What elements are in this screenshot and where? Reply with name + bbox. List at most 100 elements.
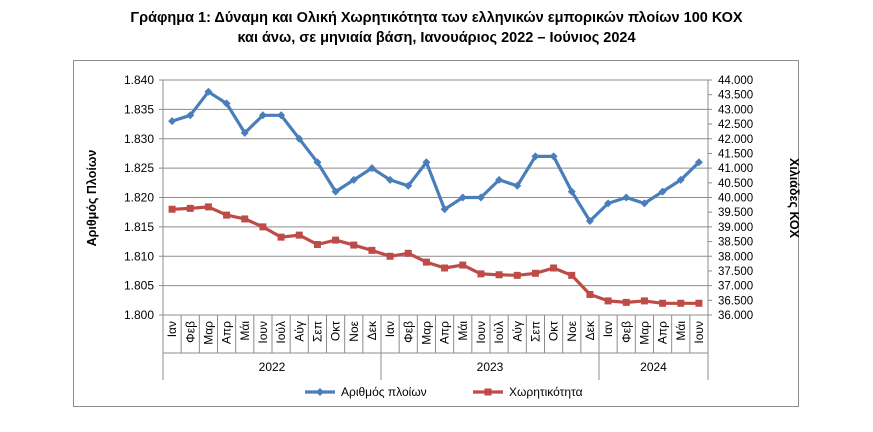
data-point-marker [676, 175, 685, 184]
y-tick-label-left: 1.805 [124, 279, 154, 293]
data-point-marker [386, 175, 395, 184]
data-point-marker [332, 236, 340, 244]
y-tick-label-right: 38.500 [718, 237, 753, 249]
y-tick-label-left: 1.840 [124, 73, 154, 87]
x-tick-label: Αύγ [510, 321, 524, 342]
y-tick-label-right: 40.000 [718, 193, 753, 205]
data-point-marker [585, 217, 594, 225]
series-layer [168, 87, 703, 307]
chart-title-line-1: Γράφημα 1: Δύναμη και Ολική Χωρητικότητα… [130, 10, 743, 26]
legend: Αριθμός πλοίων Χωρητικότητα [305, 385, 583, 399]
data-point-marker [204, 87, 213, 96]
x-tick-label: Μάι [238, 321, 252, 341]
x-tick-label: Ιαν [383, 321, 397, 337]
x-tick-label: Απρ [220, 321, 234, 344]
y-tick-label-left: 1.815 [124, 220, 154, 234]
data-point-marker [640, 297, 648, 305]
axis-layer: 1.800 1.805 1.810 1.815 1.820 1.825 1.830 1.835… [85, 73, 801, 380]
data-point-marker [694, 158, 703, 167]
data-point-marker [223, 211, 231, 219]
data-point-marker [349, 175, 358, 184]
data-point-marker [241, 215, 249, 223]
y-tick-label-left: 1.800 [124, 308, 154, 322]
y-tick-label-right: 42.000 [718, 134, 753, 146]
data-point-marker [422, 158, 431, 167]
data-point-marker [477, 270, 485, 278]
x-year-label: 2024 [640, 360, 667, 374]
y-tick-label-right: 39.500 [718, 207, 753, 219]
data-point-marker [513, 181, 522, 190]
data-point-marker [368, 246, 376, 254]
series-line [172, 205, 699, 305]
data-point-marker [258, 111, 267, 120]
data-point-marker [550, 264, 558, 272]
series-line [171, 90, 701, 223]
legend-label: Χωρητικότητα [509, 385, 583, 399]
x-tick-label: Αύγ [292, 321, 306, 342]
chart-frame [73, 60, 799, 407]
data-point-marker [476, 193, 485, 202]
data-point-marker [295, 231, 303, 239]
x-tick-label: Νοε [347, 320, 361, 341]
data-point-marker [658, 187, 667, 196]
x-tick-label: Ιουν [692, 321, 706, 344]
x-tick-label: Σεπ [310, 321, 324, 342]
x-tick-label: Ιαν [165, 321, 179, 337]
data-point-marker [350, 241, 358, 249]
x-tick-label: Φεβ [619, 321, 633, 343]
data-point-marker [168, 205, 176, 213]
x-year-label: 2022 [259, 360, 286, 374]
x-tick-label: Οκτ [329, 321, 343, 341]
chart-title-line-2: και άνω, σε μηνιαία βάση, Ιανουάριος 202… [237, 30, 636, 46]
data-point-marker [677, 299, 685, 307]
y-tick-label-right: 41.000 [718, 163, 753, 175]
y-tick-label-right: 40.500 [718, 178, 753, 190]
y-axis-title-left: Αριθμός Πλοίων [85, 150, 99, 247]
data-point-marker [277, 233, 285, 241]
legend-label: Αριθμός πλοίων [341, 385, 427, 399]
x-tick-label: Απρ [438, 321, 452, 344]
data-point-marker [640, 199, 649, 208]
data-point-marker [459, 261, 467, 269]
y-tick-label-right: 38.000 [718, 251, 753, 263]
y-tick-label-left: 1.835 [124, 102, 154, 116]
y-tick-label-left: 1.820 [124, 191, 154, 205]
y-axis-title-right: Χιλιάδες ΚΟΧ [787, 158, 801, 239]
y-tick-label-right: 39.000 [718, 222, 753, 234]
chart-title: Γράφημα 1: Δύναμη και Ολική Χωρητικότητα… [0, 8, 873, 48]
data-point-marker [441, 264, 449, 272]
y-tick-label-left: 1.810 [124, 249, 154, 263]
x-tick-label: Σεπ [528, 321, 542, 342]
data-point-marker [567, 187, 576, 196]
data-point-marker [659, 299, 667, 307]
data-point-marker [186, 111, 195, 120]
x-tick-label: Ιαν [601, 321, 615, 337]
y-tick-label-right: 42.500 [718, 119, 753, 131]
x-tick-label: Μαρ [201, 321, 215, 345]
y-tick-label-right: 43.500 [718, 90, 753, 102]
data-point-marker [695, 299, 703, 307]
data-point-marker [604, 297, 612, 305]
data-point-marker [313, 158, 322, 167]
data-point-marker [568, 271, 576, 279]
data-point-marker [186, 204, 194, 212]
data-point-marker [422, 258, 430, 266]
data-point-marker [622, 298, 630, 306]
x-tick-label: Μάι [456, 321, 470, 341]
x-tick-label: Ιουν [256, 321, 270, 344]
data-point-marker [204, 203, 212, 211]
y-tick-label-left: 1.825 [124, 161, 154, 175]
x-tick-label: Απρ [656, 321, 670, 344]
y-tick-label-right: 36.500 [718, 295, 753, 307]
x-tick-label: Μάι [674, 321, 688, 341]
data-point-marker [404, 181, 413, 190]
data-point-marker [495, 175, 504, 184]
x-tick-label: Φεβ [183, 321, 197, 343]
data-point-marker [168, 117, 177, 126]
data-point-marker [222, 99, 231, 108]
x-tick-label: Φεβ [401, 321, 415, 343]
data-point-marker [513, 271, 521, 279]
data-point-marker [277, 111, 286, 120]
x-tick-label: Νοε [565, 320, 579, 341]
